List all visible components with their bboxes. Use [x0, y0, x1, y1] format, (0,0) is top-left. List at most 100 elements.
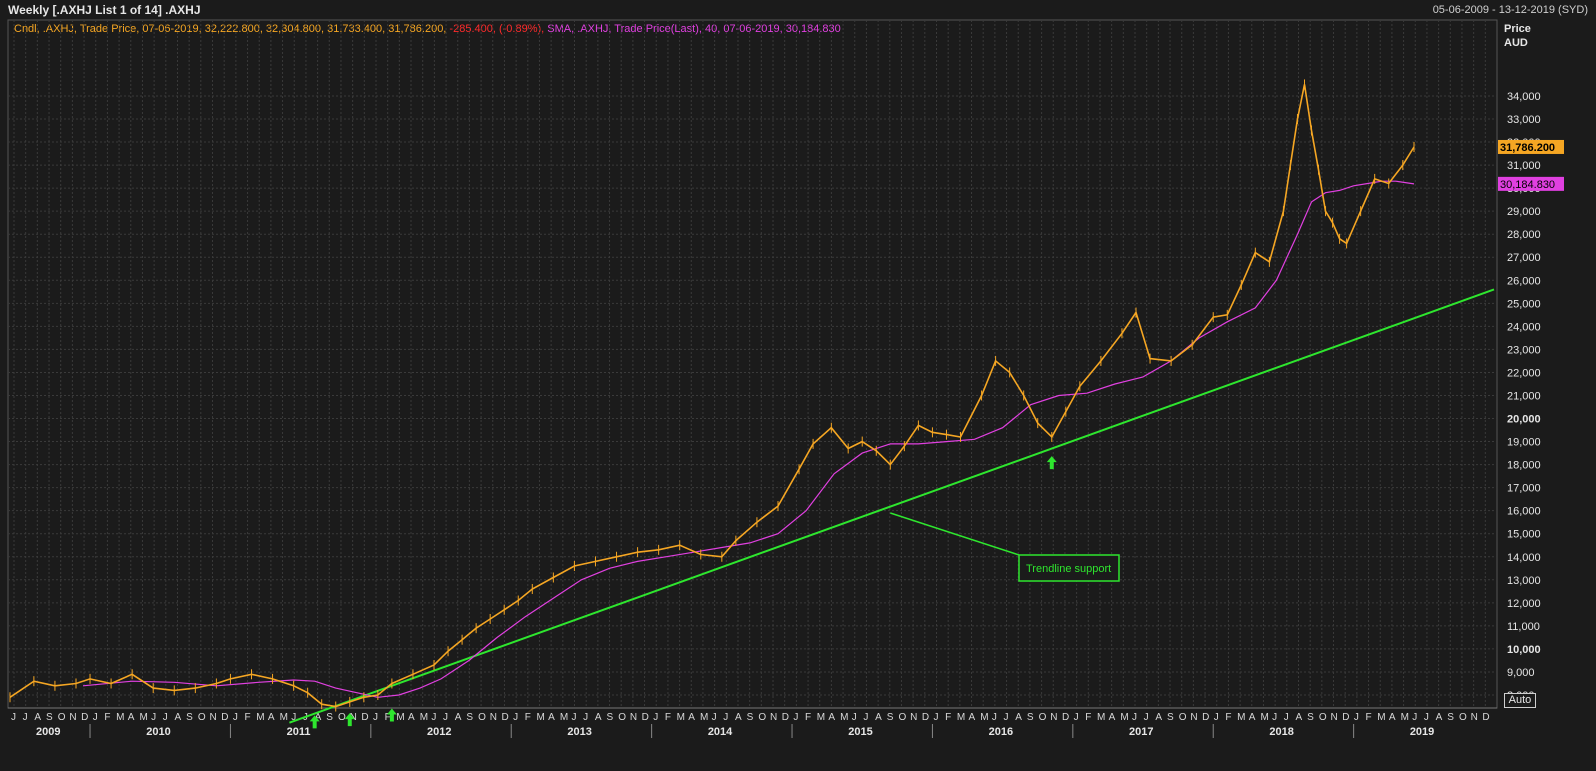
y-tick-label: 33,000	[1507, 114, 1541, 126]
month-tick-label: D	[81, 712, 88, 723]
month-tick-label: S	[1167, 712, 1174, 723]
year-label: 2012	[427, 726, 451, 738]
price-label: Price	[1504, 23, 1531, 35]
month-tick-label: O	[618, 712, 626, 723]
month-tick-label: J	[793, 712, 798, 723]
month-tick-label: M	[280, 712, 288, 723]
annotation-label: Trendline support	[1026, 563, 1111, 575]
month-tick-label: J	[1132, 712, 1137, 723]
month-tick-label: S	[1307, 712, 1314, 723]
y-tick-label: 16,000	[1507, 506, 1541, 518]
year-label: 2010	[146, 726, 170, 738]
month-tick-label: O	[758, 712, 766, 723]
month-tick-label: S	[607, 712, 614, 723]
month-tick-label: M	[256, 712, 264, 723]
month-tick-label: M	[980, 712, 988, 723]
month-tick-label: M	[840, 712, 848, 723]
annotation-pointer	[890, 512, 1020, 556]
year-label: 2015	[848, 726, 872, 738]
month-tick-label: D	[642, 712, 649, 723]
month-tick-label: M	[700, 712, 708, 723]
sma-price-label: 30,184.830	[1500, 179, 1555, 191]
month-tick-label: M	[1401, 712, 1409, 723]
date-range: 05-06-2009 - 13-12-2019 (SYD)	[1432, 4, 1588, 16]
month-tick-label: S	[46, 712, 53, 723]
month-tick-label: A	[1436, 712, 1443, 723]
title-bar: Weekly [.AXHJ List 1 of 14] .AXHJ 05-06-…	[0, 0, 1596, 20]
price-axis-title: Price AUD	[1504, 22, 1531, 50]
month-tick-label: A	[1295, 712, 1302, 723]
month-tick-label: F	[1366, 712, 1372, 723]
month-tick-label: A	[1249, 712, 1256, 723]
auto-scale-button[interactable]: Auto	[1504, 693, 1536, 708]
month-tick-label: A	[548, 712, 555, 723]
month-tick-label: J	[23, 712, 28, 723]
y-tick-label: 15,000	[1507, 529, 1541, 541]
support-arrow-icon	[344, 713, 355, 727]
month-tick-label: S	[1027, 712, 1034, 723]
month-tick-label: S	[1447, 712, 1454, 723]
month-tick-label: J	[572, 712, 577, 723]
month-tick-label: D	[922, 712, 929, 723]
series-layer	[9, 79, 1495, 724]
month-tick-label: J	[1424, 712, 1429, 723]
year-label: 2009	[36, 726, 60, 738]
y-tick-label: 13,000	[1507, 575, 1541, 587]
candle-legend: Cndl, .AXHJ, Trade Price, 07-06-2019, 32…	[14, 23, 447, 35]
month-tick-label: O	[898, 712, 906, 723]
y-tick-label: 9,000	[1507, 667, 1535, 679]
month-tick-label: M	[396, 712, 404, 723]
month-tick-label: J	[1214, 712, 1219, 723]
month-tick-label: A	[408, 712, 415, 723]
plot-border	[7, 19, 1498, 709]
month-tick-label: A	[455, 712, 462, 723]
month-tick-label: D	[1482, 712, 1489, 723]
y-tick-label: 14,000	[1507, 552, 1541, 564]
y-tick-label: 10,000	[1507, 644, 1541, 656]
month-tick-label: O	[338, 712, 346, 723]
y-tick-label: 12,000	[1507, 598, 1541, 610]
month-tick-label: J	[1144, 712, 1149, 723]
month-tick-label: A	[688, 712, 695, 723]
month-tick-label: M	[677, 712, 685, 723]
y-tick-label: 23,000	[1507, 344, 1541, 356]
chart-title: Weekly [.AXHJ List 1 of 14] .AXHJ	[8, 3, 201, 17]
month-tick-label: D	[221, 712, 228, 723]
month-tick-label: F	[104, 712, 110, 723]
month-tick-label: A	[1155, 712, 1162, 723]
y-tick-label: 28,000	[1507, 229, 1541, 241]
last-price-tag	[1498, 139, 1564, 154]
month-tick-label: J	[151, 712, 156, 723]
month-tick-label: N	[490, 712, 497, 723]
month-tick-label: A	[1109, 712, 1116, 723]
month-tick-label: A	[828, 712, 835, 723]
month-tick-label: A	[34, 712, 41, 723]
annotation-box	[1018, 554, 1120, 582]
month-tick-label: M	[420, 712, 428, 723]
month-tick-label: J	[583, 712, 588, 723]
y-tick-label: 22,000	[1507, 367, 1541, 379]
support-arrow-icon	[1046, 456, 1057, 470]
month-tick-label: D	[782, 712, 789, 723]
y-tick-label: 19,000	[1507, 437, 1541, 449]
month-tick-label: O	[1039, 712, 1047, 723]
month-tick-label: S	[186, 712, 193, 723]
month-tick-label: O	[1459, 712, 1467, 723]
month-tick-label: D	[1062, 712, 1069, 723]
y-tick-label: 34,000	[1507, 91, 1541, 103]
month-tick-label: A	[1389, 712, 1396, 723]
y-axis: 8,0009,00010,00011,00012,00013,00014,000…	[1498, 91, 1564, 702]
month-tick-label: A	[128, 712, 135, 723]
month-tick-label: J	[723, 712, 728, 723]
month-tick-label: M	[1097, 712, 1105, 723]
month-tick-label: M	[1120, 712, 1128, 723]
month-tick-label: M	[536, 712, 544, 723]
month-tick-label: J	[992, 712, 997, 723]
month-tick-label: A	[174, 712, 181, 723]
change-legend: -285.400, (-0.89%),	[446, 23, 545, 35]
month-tick-label: O	[478, 712, 486, 723]
y-tick-label: 11,000	[1507, 621, 1540, 633]
month-tick-label: M	[1260, 712, 1268, 723]
